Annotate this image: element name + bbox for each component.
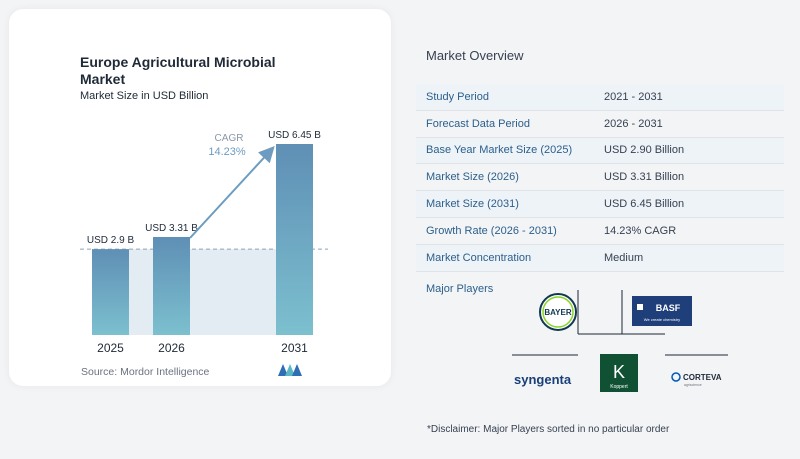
cagr-value: 14.23% (208, 146, 246, 158)
data-label: USD 3.31 B (145, 223, 198, 234)
row-value: USD 6.45 Billion (604, 198, 685, 211)
overview-table: Study Period 2021 - 2031 Forecast Data P… (416, 84, 784, 272)
svg-text:K: K (613, 362, 625, 382)
table-row: Study Period 2021 - 2031 (416, 84, 784, 111)
bar (276, 144, 313, 335)
corteva-logo: CORTEVA agriscience (671, 372, 722, 387)
svg-text:agriscience: agriscience (684, 383, 702, 387)
mordor-logo-icon (278, 364, 302, 376)
table-row: Base Year Market Size (2025) USD 2.90 Bi… (416, 137, 784, 165)
overview-title: Market Overview (426, 48, 524, 63)
data-label: USD 6.45 B (268, 130, 321, 141)
tick-label: 2025 (97, 341, 124, 355)
table-row: Market Size (2031) USD 6.45 Billion (416, 191, 784, 218)
row-label: Base Year Market Size (2025) (426, 144, 573, 157)
table-row: Growth Rate (2026 - 2031) 14.23% CAGR (416, 218, 784, 245)
koppert-logo: K Koppert (600, 354, 638, 392)
chart-subtitle: Market Size in USD Billion (80, 90, 209, 102)
syngenta-logo: syngenta (514, 372, 572, 387)
table-row: Market Size (2026) USD 3.31 Billion (416, 164, 784, 192)
table-row: Forecast Data Period 2026 - 2031 (416, 111, 784, 138)
svg-text:BAYER: BAYER (544, 308, 571, 317)
cagr-label: CAGR (215, 133, 244, 144)
baseline-band (129, 249, 276, 335)
row-value: USD 3.31 Billion (604, 171, 685, 184)
row-label: Market Size (2031) (426, 198, 519, 211)
chart-title: Europe Agricultural Microbial Market (80, 54, 276, 87)
major-players-grid: BAYER BASF We create chemistry syngenta … (512, 290, 728, 392)
major-players-title: Major Players (426, 283, 494, 295)
row-label: Study Period (426, 90, 489, 103)
svg-text:We create chemistry: We create chemistry (644, 317, 680, 322)
bar (92, 249, 129, 335)
table-row: Market Concentration Medium (416, 244, 784, 272)
tick-label: 2026 (158, 341, 185, 355)
row-label: Market Size (2026) (426, 171, 519, 184)
row-label: Market Concentration (426, 251, 532, 264)
svg-text:Koppert: Koppert (610, 384, 628, 390)
svg-text:BASF: BASF (656, 303, 681, 313)
row-value: USD 2.90 Billion (604, 144, 685, 157)
bar-chart: USD 2.9 B 2025 USD 3.31 B 2026 USD 6.45 B 203… (80, 130, 328, 355)
row-value: 2021 - 2031 (604, 90, 663, 103)
row-value: Medium (604, 251, 644, 264)
row-label: Forecast Data Period (426, 117, 530, 130)
source-note: Source: Mordor Intelligence (81, 366, 210, 378)
tick-label: 2031 (281, 341, 308, 355)
cagr-arrow (189, 146, 275, 239)
row-value: 14.23% CAGR (604, 224, 677, 237)
data-label: USD 2.9 B (87, 235, 135, 246)
bar (153, 236, 190, 335)
row-label: Growth Rate (2026 - 2031) (426, 224, 557, 237)
row-value: 2026 - 2031 (604, 117, 663, 130)
basf-logo: BASF We create chemistry (632, 296, 692, 326)
svg-text:CORTEVA: CORTEVA (683, 373, 722, 382)
bayer-logo: BAYER (539, 293, 577, 331)
disclaimer: *Disclaimer: Major Players sorted in no … (427, 424, 670, 435)
